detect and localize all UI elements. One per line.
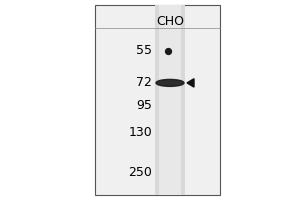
Text: 250: 250 <box>128 166 152 179</box>
Bar <box>95 5 220 195</box>
Bar <box>159 5 181 195</box>
Text: 72: 72 <box>136 76 152 89</box>
Text: 55: 55 <box>136 44 152 57</box>
Text: 95: 95 <box>136 99 152 112</box>
Point <box>166 49 170 52</box>
Text: CHO: CHO <box>156 15 184 28</box>
Polygon shape <box>187 79 194 87</box>
Bar <box>155 5 185 195</box>
Text: 130: 130 <box>128 126 152 139</box>
Ellipse shape <box>156 79 184 86</box>
